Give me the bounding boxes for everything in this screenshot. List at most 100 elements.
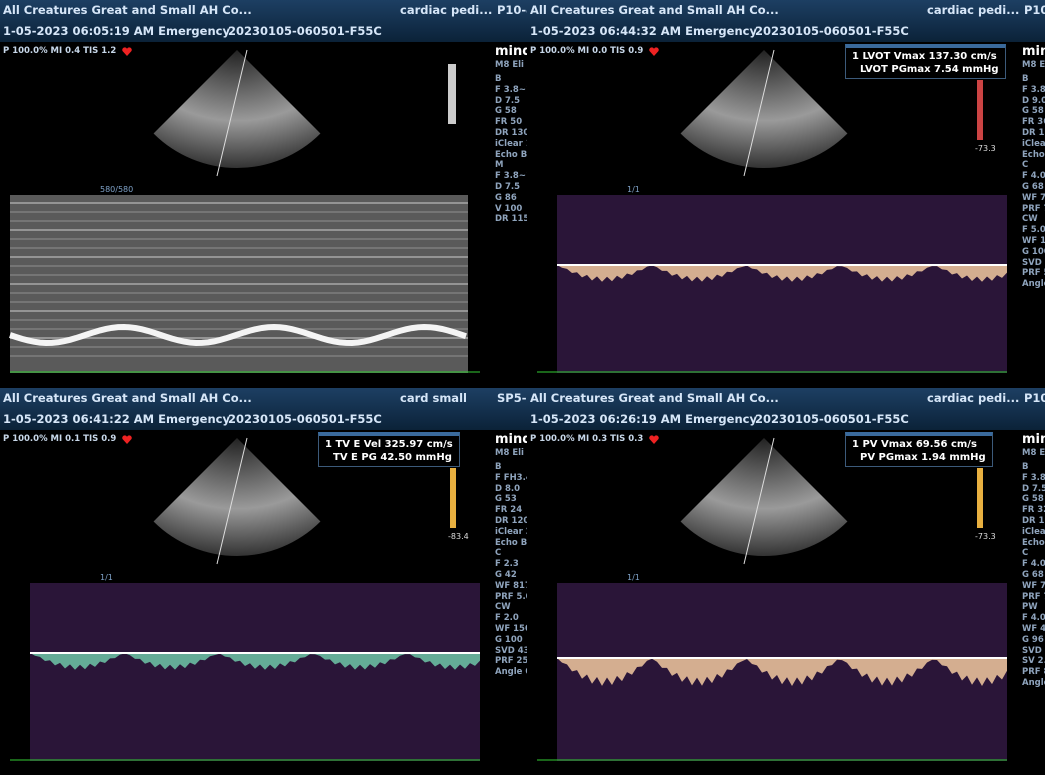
param: F 4.0 bbox=[1022, 559, 1045, 569]
colorbar-label: -83.4 bbox=[448, 532, 469, 541]
site-name: All Creatures Great and Small AH Co... bbox=[530, 3, 779, 17]
heart-icon bbox=[122, 435, 132, 444]
power-line: P 100.0% MI 0.3 TIS 0.3 bbox=[530, 434, 643, 444]
param: G 86 bbox=[495, 193, 517, 203]
heart-icon bbox=[122, 47, 132, 56]
param: SVD 32. bbox=[1022, 646, 1045, 656]
site-name: All Creatures Great and Small AH Co... bbox=[3, 391, 252, 405]
param: Echo Bo bbox=[495, 150, 527, 160]
param: Echo Bo bbox=[495, 538, 527, 548]
probe-name: SP5-1 bbox=[497, 391, 527, 405]
probe-name: P10-4 bbox=[1024, 391, 1045, 405]
heart-icon bbox=[649, 435, 659, 444]
param: C bbox=[1022, 160, 1028, 170]
date-line: 1-05-2023 06:05:19 AM Emergency bbox=[3, 24, 230, 38]
exam-id: 20230105-060501-F55C bbox=[228, 412, 382, 426]
param: F 3.8~10 bbox=[495, 85, 527, 95]
param: C bbox=[1022, 548, 1028, 558]
param: iClear 1 bbox=[1022, 527, 1045, 537]
param: D 7.5 bbox=[1022, 484, 1045, 494]
param: WF 400 bbox=[1022, 624, 1045, 634]
param: M8 Eli bbox=[1022, 448, 1045, 458]
heart bbox=[122, 47, 132, 56]
param: PW bbox=[1022, 602, 1038, 612]
measurement: LVOT PGmax 7.54 mmHg bbox=[852, 63, 999, 76]
sector-image bbox=[154, 50, 321, 168]
param: DR 130 bbox=[1022, 516, 1045, 526]
param: M bbox=[495, 160, 503, 170]
sector-image bbox=[154, 438, 321, 556]
param: Angle 0 bbox=[1022, 279, 1045, 289]
param: iClear 2 bbox=[495, 527, 527, 537]
param: M8 Eli bbox=[495, 60, 524, 70]
param: PRF 7.8 bbox=[1022, 204, 1045, 214]
power-line: P 100.0% MI 0.1 TIS 0.9 bbox=[3, 434, 116, 444]
param: FR 50 bbox=[495, 117, 522, 127]
measurement: 1 TV E Vel 325.97 cm/s bbox=[325, 438, 453, 451]
brand-logo: mind bbox=[1022, 44, 1045, 59]
param: V 100 bbox=[495, 204, 522, 214]
param: FR 32 bbox=[1022, 505, 1045, 515]
param: M8 Eli bbox=[1022, 60, 1045, 70]
param: FR 24 bbox=[495, 505, 522, 515]
measurement: 1 PV Vmax 69.56 cm/s bbox=[852, 438, 986, 451]
grayscale-bar bbox=[448, 64, 456, 124]
param: Angle 0 bbox=[495, 667, 527, 677]
date-line: 1-05-2023 06:41:22 AM Emergency bbox=[3, 412, 230, 426]
colorbar-label: -73.3 bbox=[975, 144, 996, 153]
ultrasound-panel: All Creatures Great and Small AH Co...ca… bbox=[497, 0, 1045, 388]
param: F 4.0 bbox=[1022, 613, 1045, 623]
param: PRF 50.0 bbox=[1022, 268, 1045, 278]
exam-id: 20230105-060501-F55C bbox=[755, 412, 909, 426]
param: PRF 25.0 bbox=[495, 656, 527, 666]
measurement: 1 LVOT Vmax 137.30 cm/s bbox=[852, 50, 999, 63]
param: D 9.0 bbox=[1022, 96, 1045, 106]
probe-name: P10-4 bbox=[497, 3, 527, 17]
exam-id: 20230105-060501-F55C bbox=[228, 24, 382, 38]
param: F FH3.4 bbox=[495, 473, 527, 483]
param: B bbox=[495, 462, 501, 472]
colorbar-label: -73.3 bbox=[975, 532, 996, 541]
date-line: 1-05-2023 06:44:32 AM Emergency bbox=[530, 24, 757, 38]
param: WF 1500 bbox=[1022, 236, 1045, 246]
param: G 100 bbox=[1022, 247, 1045, 257]
mode-label: 1/1 bbox=[627, 573, 640, 582]
param: F 3.8~10 bbox=[1022, 473, 1045, 483]
param: D 8.0 bbox=[495, 484, 520, 494]
param: B bbox=[1022, 462, 1028, 472]
param: SV 2.0 bbox=[1022, 656, 1045, 666]
sector-image bbox=[681, 438, 848, 556]
param: G 53 bbox=[495, 494, 517, 504]
site-name: All Creatures Great and Small AH Co... bbox=[530, 391, 779, 405]
ultrasound-panel: All Creatures Great and Small AH Co...ca… bbox=[0, 388, 527, 775]
param: G 96 bbox=[1022, 635, 1044, 645]
param: PRF 8.4 bbox=[1022, 667, 1045, 677]
param: Echo Bo bbox=[1022, 538, 1045, 548]
param: F 3.8~10 bbox=[1022, 85, 1045, 95]
preset-name: cardiac pedi... bbox=[927, 391, 1019, 405]
param: G 42 bbox=[495, 570, 517, 580]
param: B bbox=[495, 74, 501, 84]
probe-name: P10-4 bbox=[1024, 3, 1045, 17]
measurement-box: 1 TV E Vel 325.97 cm/sTV E PG 42.50 mmHg bbox=[318, 432, 460, 467]
param: G 68 bbox=[1022, 182, 1044, 192]
param: iClear 1 bbox=[495, 139, 527, 149]
color-bar bbox=[977, 80, 983, 140]
measurement: PV PGmax 1.94 mmHg bbox=[852, 451, 986, 464]
param: M8 Eli bbox=[495, 448, 524, 458]
param: PRF 5.0 bbox=[495, 592, 527, 602]
doppler-strip bbox=[30, 583, 480, 761]
param: SVD 43. bbox=[495, 646, 527, 656]
power-line: P 100.0% MI 0.4 TIS 1.2 bbox=[3, 46, 116, 56]
brand-logo: mind bbox=[1022, 432, 1045, 447]
param: F 2.3 bbox=[495, 559, 519, 569]
param: F 2.0 bbox=[495, 613, 519, 623]
param: FR 36 bbox=[1022, 117, 1045, 127]
exam-id: 20230105-060501-F55C bbox=[755, 24, 909, 38]
site-name: All Creatures Great and Small AH Co... bbox=[3, 3, 252, 17]
mode-label: 1/1 bbox=[100, 573, 113, 582]
param: iClear 1 bbox=[1022, 139, 1045, 149]
param: DR 115 bbox=[495, 214, 527, 224]
param: WF 794 bbox=[1022, 581, 1045, 591]
